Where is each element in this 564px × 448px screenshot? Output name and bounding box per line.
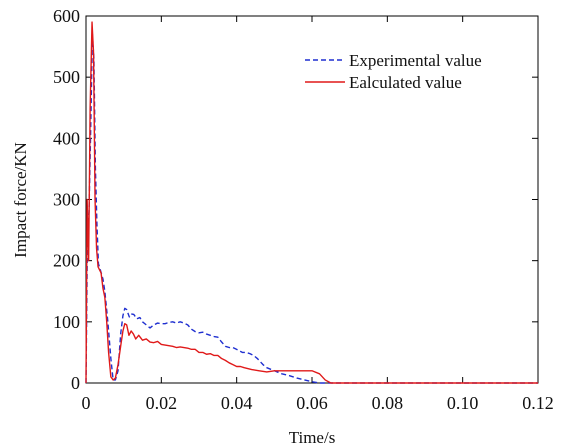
y-tick-label: 200 bbox=[53, 251, 80, 271]
y-tick-label: 600 bbox=[53, 6, 80, 26]
y-axis-title: Impact force/KN bbox=[11, 142, 30, 258]
y-tick-label: 500 bbox=[53, 67, 80, 87]
series-line-experimental bbox=[85, 33, 538, 384]
y-axis-ticks: 0 100 200 300 400 500 600 bbox=[53, 6, 538, 393]
x-tick-label: 0.12 bbox=[522, 393, 554, 413]
legend-label-calculated: Ealculated value bbox=[349, 73, 462, 92]
x-tick-label: 0.04 bbox=[221, 393, 253, 413]
x-tick-label: 0 bbox=[82, 393, 91, 413]
x-tick-label: 0.10 bbox=[447, 393, 479, 413]
legend: Experimental value Ealculated value bbox=[305, 51, 482, 92]
x-axis-title: Time/s bbox=[289, 428, 336, 447]
series-line-calculated bbox=[85, 21, 538, 384]
x-tick-label: 0.06 bbox=[296, 393, 328, 413]
y-tick-label: 300 bbox=[53, 190, 80, 210]
y-tick-label: 100 bbox=[53, 312, 80, 332]
x-axis-ticks: 0 0.02 0.04 0.06 0.08 0.10 0.12 bbox=[82, 16, 554, 413]
x-tick-label: 0.08 bbox=[372, 393, 404, 413]
legend-label-experimental: Experimental value bbox=[349, 51, 482, 70]
series-lines bbox=[85, 21, 538, 384]
x-tick-label: 0.02 bbox=[146, 393, 178, 413]
y-tick-label: 0 bbox=[71, 373, 80, 393]
plot-frame bbox=[85, 15, 539, 384]
y-tick-label: 400 bbox=[53, 128, 80, 148]
